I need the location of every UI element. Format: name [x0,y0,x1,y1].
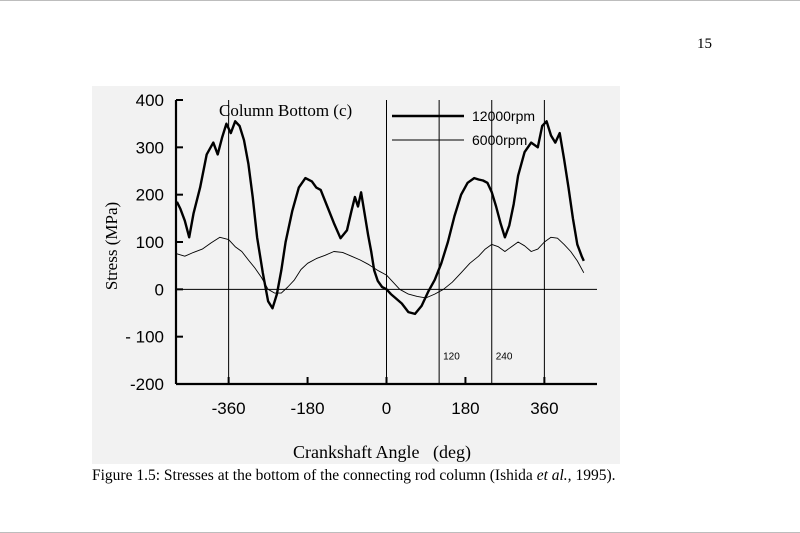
x-tick-label: -180 [291,399,325,418]
series-line-12000rpm [175,120,585,316]
y-tick-label: 0 [155,280,164,299]
figure-scan: 400 300 200 100 0 - 100 -200 -360 -180 0 180 360 12… [92,86,620,464]
caption-prefix: Figure 1.5: Stresses at the bottom of th… [92,467,537,484]
series-layer [175,120,585,316]
y-tick-label: 300 [136,138,164,157]
y-tick-label: 100 [136,233,164,252]
series-line-6000rpm [176,236,585,299]
caption-italic: et al., [536,467,572,484]
y-tick-label: - 100 [125,328,164,347]
annotation-label: 240 [496,352,513,363]
figure-caption: Figure 1.5: Stresses at the bottom of th… [92,467,732,485]
x-tick-label: 0 [382,399,391,418]
chart-title: Column Bottom (c) [219,101,352,120]
legend-label: 6000rpm [472,132,527,148]
annotations: 120 240 [443,352,513,363]
y-tick-label: 400 [136,91,164,110]
legend-label: 12000rpm [472,108,535,124]
x-tick-label: 180 [451,399,479,418]
x-axis-label: Crankshaft Angle (deg) [293,442,471,463]
x-tick-label: -360 [212,399,246,418]
y-tick-label: -200 [130,375,164,394]
y-axis-label: Stress (MPa) [102,202,121,290]
reference-lines [176,100,597,384]
x-tick-label: 360 [530,399,558,418]
caption-suffix: 1995). [571,467,616,484]
annotation-label: 120 [443,352,460,363]
stress-chart: 400 300 200 100 0 - 100 -200 -360 -180 0 180 360 12… [102,91,597,463]
legend: 12000rpm 6000rpm [392,108,535,148]
page-number: 15 [697,36,712,52]
y-tick-label: 200 [136,186,164,205]
ticks: 400 300 200 100 0 - 100 -200 -360 -180 0 180 360 [125,91,558,418]
